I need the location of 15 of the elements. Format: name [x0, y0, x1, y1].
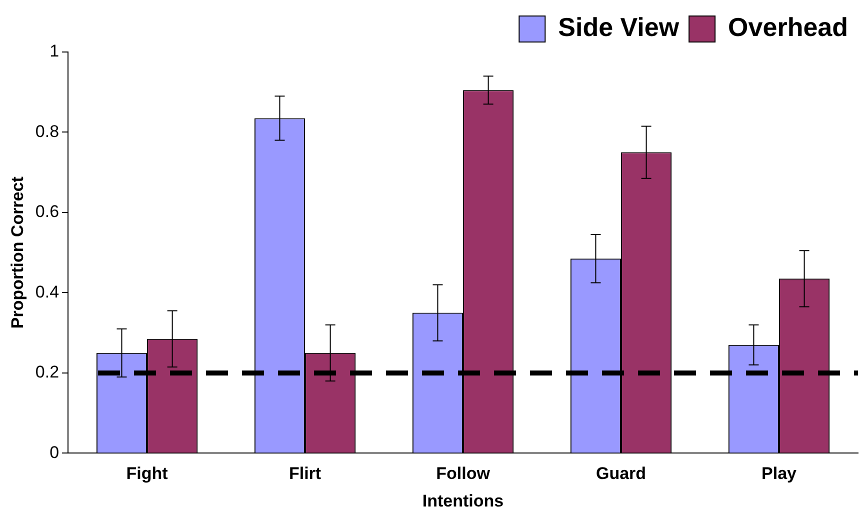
x-tick-label: Fight	[126, 464, 168, 484]
y-tick-label: 0	[50, 442, 60, 462]
x-tick-label: Play	[762, 464, 798, 484]
y-tick-label: 0.4	[35, 282, 60, 302]
y-tick-label: 0.8	[35, 122, 60, 141]
y-axis-title: Proportion Correct	[8, 176, 27, 329]
x-tick-label: Follow	[436, 464, 491, 484]
x-axis-title: Intentions	[422, 491, 504, 510]
y-tick-label: 0.6	[35, 202, 60, 222]
y-tick-label: 1	[50, 42, 60, 61]
x-tick-label: Guard	[596, 464, 646, 484]
y-tick-label: 0.2	[35, 362, 60, 382]
legend-label: Overhead	[728, 12, 848, 42]
x-tick-label: Flirt	[288, 464, 322, 484]
legend-label: Side View	[558, 12, 680, 42]
